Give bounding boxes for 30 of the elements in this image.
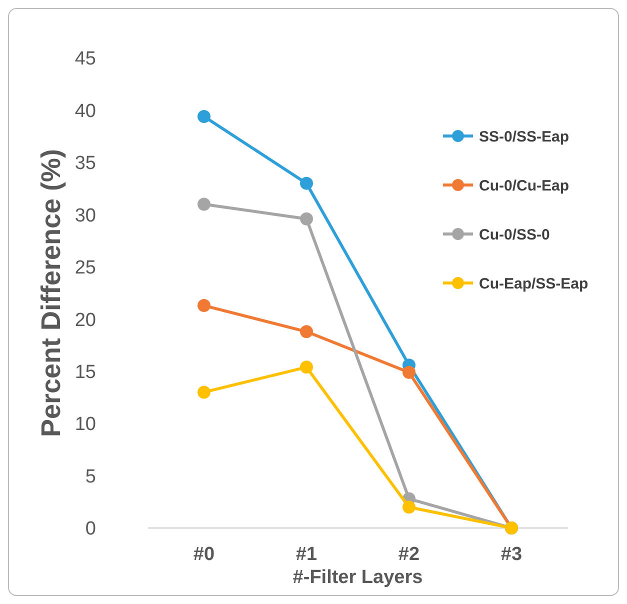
legend-label: SS-0/SS-Eap [479, 128, 570, 146]
y-tick-label: 15 [74, 362, 96, 383]
x-tick-label: #2 [398, 544, 420, 565]
point [300, 325, 313, 338]
point [402, 500, 416, 514]
y-tick-label: 35 [74, 153, 96, 174]
y-tick-label: 45 [74, 48, 96, 70]
point [300, 176, 313, 190]
y-tick-label: 0 [85, 518, 96, 540]
y-axis-title: Percent Difference (%) [36, 148, 66, 438]
y-tick-label: 5 [85, 466, 96, 488]
point [198, 386, 210, 399]
point [402, 366, 416, 379]
y-tick-label: 25 [74, 258, 96, 279]
y-tick-label: 40 [74, 100, 96, 122]
point [198, 198, 210, 211]
legend-label: Cu-0/Cu-Eap [479, 177, 569, 194]
point [198, 299, 210, 312]
y-tick-label: 10 [74, 414, 96, 436]
point [300, 360, 313, 374]
y-tick-label: 20 [74, 310, 96, 331]
legend-label: Cu-Eap/SS-Eap [479, 275, 588, 292]
x-tick-label: #0 [193, 544, 215, 565]
legend-label: Cu-0/SS-0 [479, 226, 550, 244]
x-tick-label: #1 [296, 544, 318, 565]
x-tick-label: #3 [500, 544, 522, 565]
point [300, 212, 313, 226]
y-tick-label: 30 [74, 205, 96, 226]
point [198, 110, 210, 123]
x-axis-title: #-Filter Layers [292, 567, 423, 588]
